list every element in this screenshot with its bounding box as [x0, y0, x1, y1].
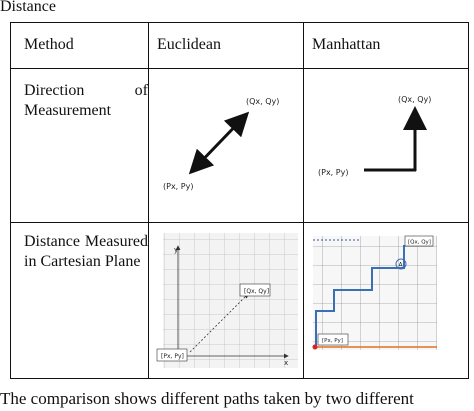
end-label: (Qx, Qy) [398, 95, 431, 104]
x-axis-label: x [284, 359, 288, 367]
table-borders [10, 22, 469, 379]
row-label: Direction of Measurement [24, 82, 148, 119]
start-label: [Px, Py] [161, 353, 184, 360]
start-label: [Px, Py] [322, 338, 343, 344]
y-axis-label: y [174, 246, 178, 254]
euclidean-plane: [Qx, Qy] [Px, Py] y x [156, 233, 298, 368]
header-cell: Euclidean [157, 36, 221, 53]
caption: The comparison shows different paths tak… [0, 389, 414, 408]
manhattan-plane: A [Qx, Qy] [Px, Py] [312, 235, 437, 350]
header-cell: Method [24, 36, 74, 53]
euclidean-direction: (Qx, Qy) (Px, Py) [163, 97, 279, 191]
start-label: (Px, Py) [163, 182, 193, 191]
row-label: Distance Measured in Cartesian Plane [24, 233, 148, 270]
marker-label: A [399, 262, 404, 269]
end-label: [Qx, Qy] [408, 240, 431, 246]
manhattan-direction [364, 106, 427, 172]
end-label: [Qx, Qy] [244, 288, 269, 295]
heading-fragment: Distance [0, 0, 56, 15]
start-label: (Px, Py) [318, 168, 348, 177]
header-cell: Manhattan [312, 36, 381, 53]
end-label: (Qx, Qy) [246, 97, 279, 106]
